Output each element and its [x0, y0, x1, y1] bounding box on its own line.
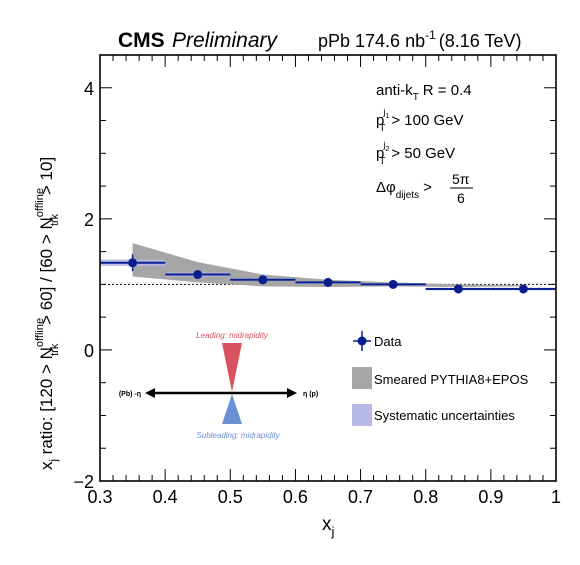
inset-subleading-cone [222, 394, 242, 424]
inset-arrow-left [145, 388, 155, 398]
x-tick-label: 0.9 [478, 487, 503, 507]
inset-arrow-right [287, 388, 297, 398]
x-tick-label: 1 [551, 487, 561, 507]
cut-dphi-num: 5π [452, 171, 470, 187]
y-tick-label: 0 [84, 341, 94, 361]
plot-frame [99, 54, 557, 482]
cut-dphi: Δφdijets > [376, 179, 432, 201]
cut-pt2: pj2 T > 50 GeV [376, 140, 455, 167]
inset-right-label: η (p) [303, 391, 318, 398]
inset-subleading-label: Subleading: midrapidity [196, 431, 280, 440]
y-tick-label: 4 [84, 79, 94, 99]
legend-model-swatch [352, 367, 372, 389]
legend-data-marker [357, 336, 367, 346]
legend-syst-label: Systematic uncertainties [374, 408, 515, 423]
y-tick-label: 2 [84, 210, 94, 230]
legend: Data Smeared PYTHIA8+EPOS Systematic unc… [352, 331, 529, 426]
rapidity-inset: Leading: midrapidity (Pb) -η η (p) Suble… [119, 331, 318, 440]
model-band [132, 243, 524, 288]
inset-leading-label: Leading: midrapidity [196, 331, 269, 340]
data-point [453, 284, 463, 294]
data-point [128, 258, 138, 268]
plot-area: 0.3 0.4 0.5 0.6 0.7 0.8 0.9 1 −2 0 2 4 [73, 54, 561, 507]
y-axis-title: xj ratio: [120 > Nofflinetrk > 60] / [60… [34, 157, 61, 470]
cut-algorithm: anti-kT R = 0.4 [376, 82, 472, 103]
x-tick-label: 0.5 [218, 487, 243, 507]
x-tick-label: 0.3 [87, 487, 112, 507]
y-tick-label: −2 [73, 472, 94, 492]
data-point [518, 284, 528, 294]
legend-syst-swatch [352, 404, 372, 426]
x-tick-label: 0.8 [413, 487, 438, 507]
luminosity-label: pPb 174.6 nb-1 (8.16 TeV) [318, 28, 522, 51]
x-axis-title: xj [322, 514, 335, 539]
x-tick-label: 0.6 [283, 487, 308, 507]
cuts-box: anti-kT R = 0.4 pj1 T > 100 GeV pj2 T > 50 Ge… [376, 82, 473, 206]
data-point [258, 275, 268, 285]
cut-dphi-den: 6 [457, 190, 465, 206]
legend-data-label: Data [374, 334, 402, 349]
legend-model-label: Smeared PYTHIA8+EPOS [374, 372, 529, 387]
data-point [388, 279, 398, 289]
inset-left-label: (Pb) -η [119, 391, 141, 398]
data-point [193, 270, 203, 280]
inset-leading-cone [222, 343, 242, 392]
x-tick-label: 0.7 [348, 487, 373, 507]
x-tick-label: 0.4 [153, 487, 178, 507]
status-label: Preliminary [172, 29, 279, 52]
experiment-label: CMS [118, 29, 165, 52]
data-point [323, 277, 333, 287]
cut-pt1: pj1 T > 100 GeV [376, 107, 464, 134]
